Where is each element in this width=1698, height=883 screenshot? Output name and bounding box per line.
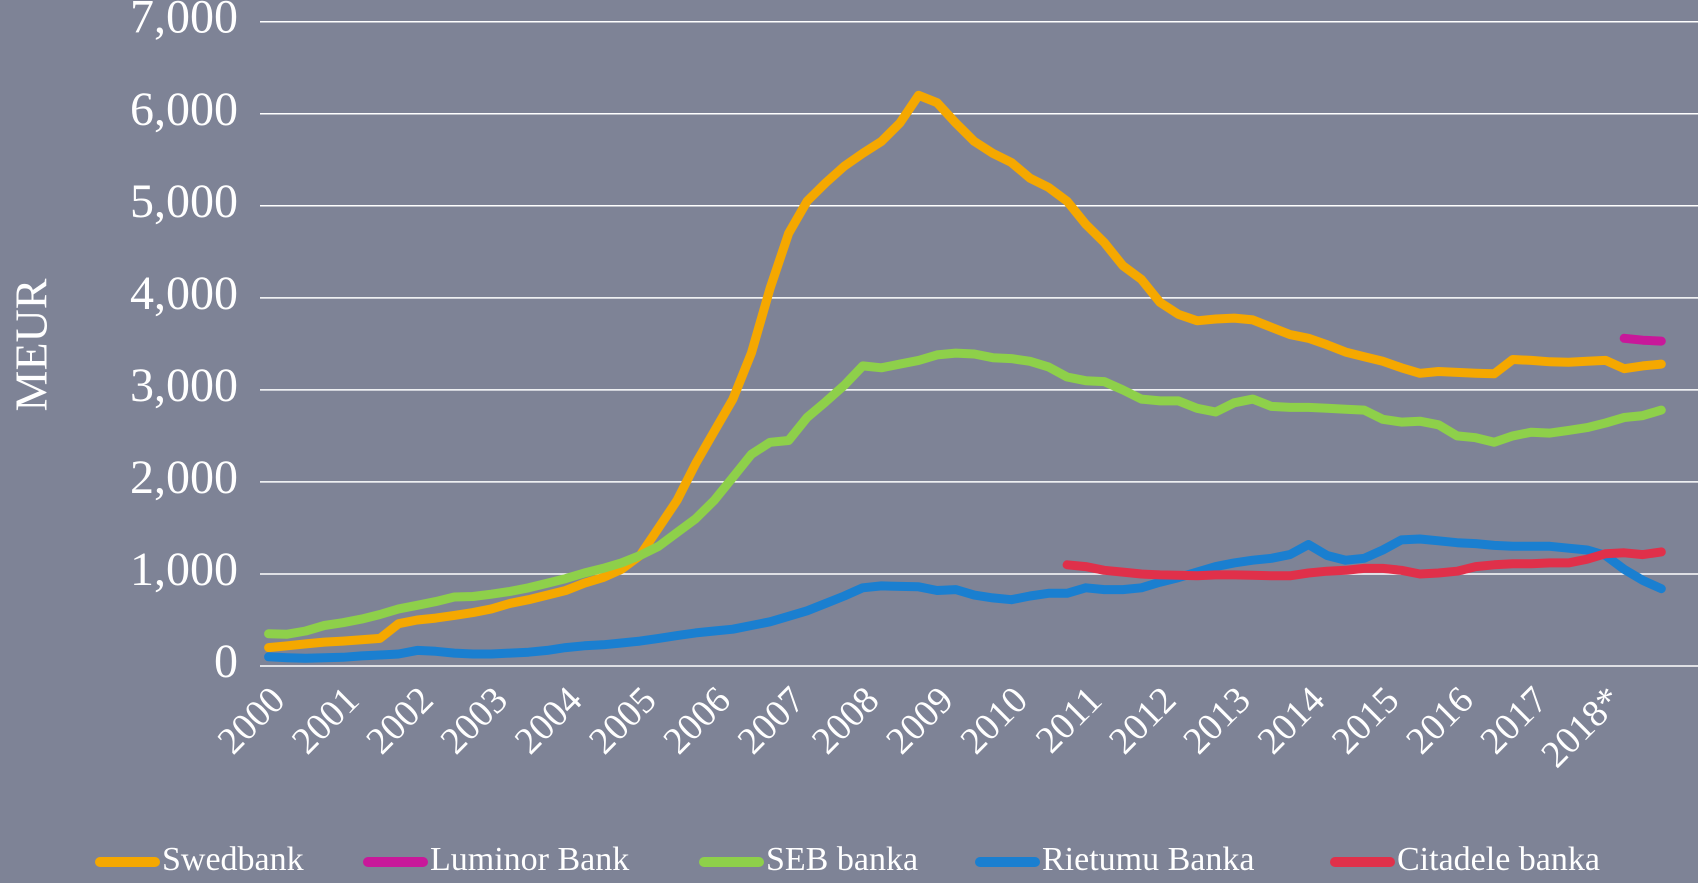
series-line (264, 534, 1666, 663)
x-tick-label: 2001 (284, 679, 367, 762)
y-tick-label: 2,000 (130, 451, 238, 504)
x-tick-label: 2008 (804, 679, 887, 762)
x-tick-label: 2005 (581, 679, 664, 762)
x-tick-label: 2003 (433, 679, 516, 762)
y-axis-label: MEUR (6, 278, 57, 411)
x-tick-label: 2002 (358, 679, 441, 762)
legend-label: Swedbank (162, 841, 304, 878)
y-tick-label: 0 (214, 635, 238, 688)
series-line (264, 90, 1666, 653)
x-tick-label: 2000 (210, 679, 293, 762)
x-tick-label: 2013 (1175, 679, 1258, 762)
y-tick-label: 3,000 (130, 359, 238, 412)
legend-label: Citadele banka (1397, 841, 1600, 878)
x-tick-label: 2006 (655, 679, 738, 762)
x-tick-label: 2015 (1324, 679, 1407, 762)
y-tick-label: 6,000 (130, 83, 238, 136)
y-tick-label: 7,000 (130, 0, 238, 44)
x-tick-label: 2009 (878, 679, 961, 762)
y-tick-label: 1,000 (130, 543, 238, 596)
x-tick-label: 2016 (1398, 679, 1481, 762)
x-tick-label: 2012 (1101, 679, 1184, 762)
y-tick-label: 5,000 (130, 175, 238, 228)
legend-label: SEB banka (766, 841, 918, 878)
series-line (1619, 333, 1666, 346)
y-tick-label: 4,000 (130, 267, 238, 320)
x-tick-label: 2014 (1250, 679, 1333, 762)
x-tick-label: 2010 (952, 679, 1035, 762)
legend-label: Rietumu Banka (1042, 841, 1254, 878)
x-tick-label: 2018* (1533, 679, 1630, 776)
x-tick-label: 2011 (1028, 679, 1110, 761)
x-tick-label: 2004 (507, 679, 590, 762)
legend-label: Luminor Bank (430, 841, 629, 878)
x-tick-label: 2007 (730, 679, 813, 762)
series-line (264, 348, 1666, 639)
series-line (1062, 547, 1666, 581)
